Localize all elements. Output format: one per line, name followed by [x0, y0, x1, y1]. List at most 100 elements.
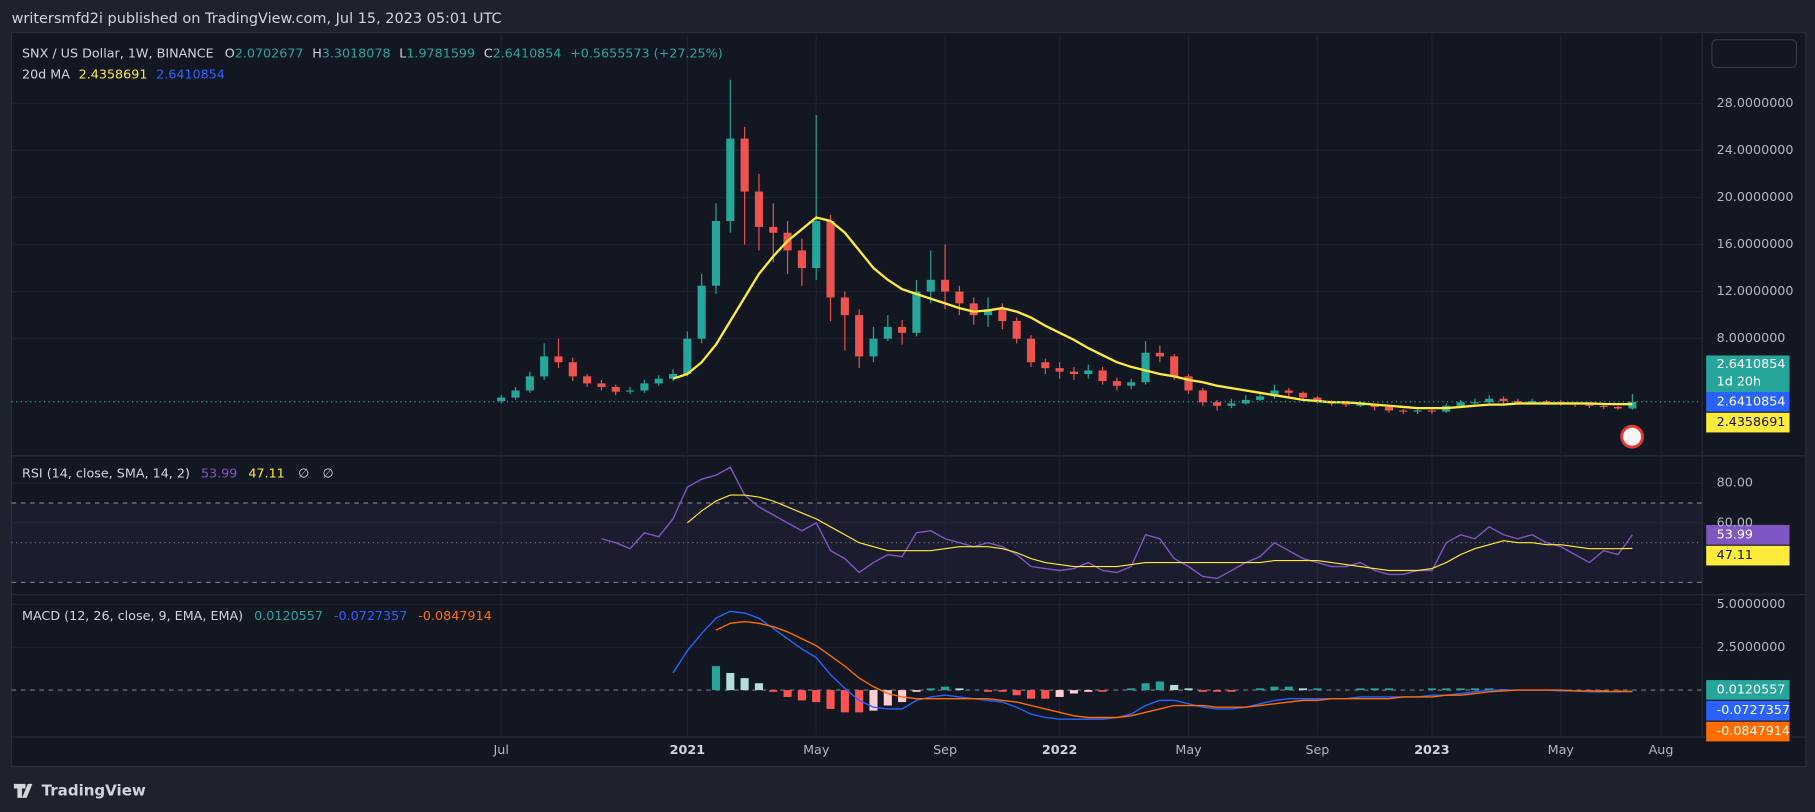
series-line — [715, 620, 1633, 719]
histogram-bar — [726, 672, 735, 691]
candle-body — [1456, 402, 1465, 406]
histogram-bar — [1270, 686, 1279, 691]
candle-body — [1084, 370, 1093, 374]
toolbar-box[interactable] — [1711, 39, 1798, 69]
candle-body — [1542, 401, 1551, 403]
series-line — [672, 216, 1633, 410]
series-value-box — [1706, 700, 1790, 721]
candle-body — [583, 376, 592, 384]
candle-body — [1384, 406, 1394, 411]
series-line — [672, 610, 1633, 720]
marks: 2.6410854 1d 20h 2.6410854 2.4358691 53.99 47… — [11, 79, 1790, 742]
macd-value: -0.0727357 — [334, 609, 407, 624]
candle-body — [1628, 401, 1637, 409]
histogram-bar — [1442, 688, 1451, 691]
last-price-box — [1706, 391, 1790, 412]
ma-label: 2.4358691 — [1717, 415, 1786, 430]
series-value-label: -0.0847914 — [1717, 724, 1790, 739]
histogram-bar — [1026, 690, 1036, 699]
candle-body — [1227, 403, 1236, 406]
ohlc-label: H — [312, 46, 322, 61]
x-tick-label: May — [1548, 743, 1575, 758]
series-value-label: 47.11 — [1717, 548, 1753, 563]
ma-legend: 20d MA 2.4358691 2.6410854 — [22, 67, 225, 82]
candle-body — [1241, 399, 1250, 404]
candle-body — [926, 279, 935, 292]
candle-body — [1298, 392, 1308, 398]
y-tick-label: 2.5000000 — [1717, 640, 1786, 655]
candle-body — [898, 326, 907, 333]
series-value-box — [1706, 524, 1790, 545]
candle-body — [754, 191, 763, 227]
ma-title: 20d MA — [22, 67, 70, 82]
candle-body — [611, 386, 620, 392]
histogram-value-label: 0.0120557 — [1717, 682, 1786, 697]
candle-body — [1284, 390, 1293, 393]
candle-body — [1585, 404, 1594, 406]
y-tick-label: 24.0000000 — [1717, 143, 1794, 158]
histogram-bar — [1470, 688, 1479, 691]
histogram-bar — [1041, 690, 1050, 699]
hidden-icon: ∅ — [298, 466, 309, 481]
publish-note: writersmfd2i published on TradingView.co… — [12, 11, 502, 27]
change-value: +0.5655573 (+27.25%) — [570, 46, 723, 61]
price-legend: SNX / US Dollar, 1W, BINANCE O2.0702677 … — [22, 46, 723, 61]
candle-body — [826, 220, 835, 298]
y-tick-label: 20.0000000 — [1717, 190, 1794, 205]
y-tick-label: 60.00 — [1717, 515, 1753, 530]
histogram-bar — [754, 683, 763, 691]
candle-body — [626, 390, 635, 392]
event-flag[interactable] — [1620, 424, 1644, 449]
series-value-label: -0.0727357 — [1717, 703, 1790, 718]
candle-body — [883, 326, 892, 339]
histogram-value-box — [1706, 680, 1790, 700]
ohlc-label: C — [484, 46, 493, 61]
histogram-bar — [826, 690, 835, 709]
last-price-label: 2.6410854 — [1717, 394, 1786, 409]
histogram-bar — [1127, 688, 1136, 691]
histogram-bar — [1155, 681, 1164, 691]
symbol-title: SNX / US Dollar, 1W, BINANCE — [22, 46, 214, 61]
candle-body — [1270, 390, 1279, 397]
histogram-bar — [941, 686, 950, 691]
x-tick-label: 2021 — [670, 743, 705, 758]
histogram-bar — [1184, 688, 1193, 691]
histogram-bar — [1298, 688, 1308, 691]
candle-body — [1026, 338, 1036, 363]
rsi-legend: RSI (14, close, SMA, 14, 2) 53.99 47.11 … — [22, 466, 334, 481]
histogram-bar — [769, 690, 778, 692]
candle-body — [740, 138, 749, 192]
candle-body — [869, 338, 878, 357]
y-tick-label: 5.0000000 — [1717, 597, 1786, 612]
candle-body — [1528, 401, 1537, 403]
histogram-bar — [1370, 688, 1379, 691]
histogram-bar — [1098, 690, 1107, 692]
candle-body — [1485, 398, 1494, 403]
histogram-bar — [869, 690, 878, 711]
candle-body — [568, 362, 577, 377]
ma-value: 2.4358691 — [79, 67, 148, 82]
y-tick-label: 8.0000000 — [1717, 331, 1786, 346]
histogram-bar — [1427, 688, 1436, 691]
candle-body — [1370, 404, 1379, 407]
candle-body — [840, 297, 849, 316]
candle-body — [1041, 362, 1050, 369]
candle-body — [1127, 382, 1136, 386]
histogram-bar — [955, 688, 964, 691]
histogram-bar — [1141, 683, 1150, 691]
candle-body — [597, 383, 606, 387]
histogram-bar — [912, 690, 921, 692]
ohlc-label: O — [225, 46, 235, 61]
series-value-label: 53.99 — [1717, 527, 1753, 542]
candle-body — [1112, 381, 1121, 386]
candle-body — [969, 303, 978, 316]
candle-body — [769, 226, 778, 233]
candle-body — [955, 291, 964, 304]
candle-body — [797, 250, 806, 269]
candle-body — [983, 309, 993, 316]
brand-logo — [13, 783, 33, 798]
series-value-box — [1706, 721, 1790, 742]
x-tick-label: May — [803, 743, 830, 758]
x-tick-label: 2022 — [1042, 743, 1077, 758]
